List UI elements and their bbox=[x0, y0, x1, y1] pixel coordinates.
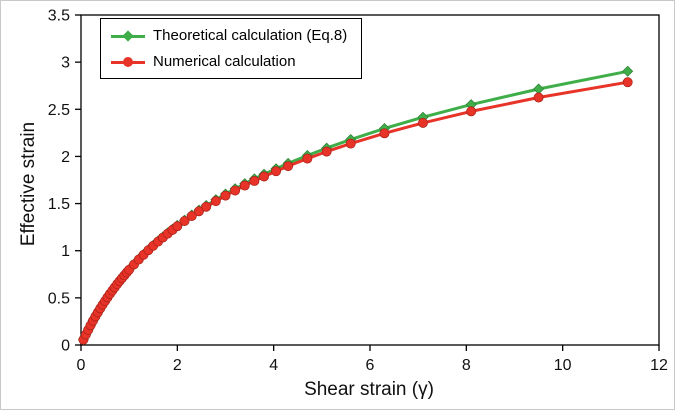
y-tick-label: 0.5 bbox=[48, 290, 70, 307]
circle-marker bbox=[194, 206, 204, 217]
circle-marker bbox=[271, 166, 282, 177]
circle-marker bbox=[172, 221, 183, 232]
x-tick-label: 2 bbox=[173, 357, 182, 374]
circle-marker bbox=[466, 106, 477, 117]
circle-marker bbox=[249, 175, 260, 186]
legend-item-numerical: Numerical calculation bbox=[111, 53, 347, 70]
x-tick-label: 8 bbox=[462, 357, 471, 374]
theoretical-line-diamond-icon bbox=[111, 29, 145, 42]
circle-marker bbox=[239, 180, 250, 191]
diamond-marker bbox=[533, 83, 545, 95]
x-tick-label: 10 bbox=[554, 357, 572, 374]
circle-marker bbox=[179, 216, 190, 226]
y-tick-label: 1 bbox=[61, 243, 70, 260]
legend: Theoretical calculation (Eq.8) Numerical… bbox=[100, 18, 363, 79]
circle-marker bbox=[230, 185, 241, 196]
y-tick-label: 3 bbox=[61, 55, 70, 72]
legend-label-theoretical: Theoretical calculation (Eq.8) bbox=[153, 27, 348, 44]
y-tick-label: 2 bbox=[61, 149, 70, 166]
circle-marker bbox=[622, 77, 633, 88]
circle-marker bbox=[418, 117, 428, 128]
x-tick-label: 6 bbox=[366, 357, 375, 374]
circle-marker bbox=[201, 201, 212, 212]
circle-marker bbox=[186, 211, 197, 221]
circle-marker bbox=[302, 153, 313, 164]
series-line-1 bbox=[82, 80, 628, 341]
numerical-line-circle-icon bbox=[111, 56, 145, 68]
circle-marker bbox=[210, 196, 221, 207]
circle-marker bbox=[259, 171, 269, 182]
x-tick-label: 0 bbox=[77, 357, 86, 374]
y-tick-label: 0 bbox=[61, 338, 70, 355]
y-tick-label: 3.5 bbox=[48, 8, 70, 25]
diamond-marker bbox=[622, 65, 634, 77]
circle-marker bbox=[283, 161, 294, 172]
legend-item-theoretical: Theoretical calculation (Eq.8) bbox=[111, 27, 347, 44]
y-tick-label: 2.5 bbox=[48, 102, 70, 119]
x-tick-label: 4 bbox=[269, 357, 278, 374]
legend-label-numerical: Numerical calculation bbox=[153, 53, 296, 70]
circle-marker bbox=[345, 138, 356, 149]
circle-marker bbox=[321, 146, 332, 157]
circle-marker bbox=[220, 190, 231, 201]
series-line-0 bbox=[82, 69, 628, 341]
x-axis-title: Shear strain (γ) bbox=[304, 379, 434, 400]
y-axis-title: Effective strain bbox=[18, 121, 39, 247]
y-tick-label: 1.5 bbox=[48, 196, 70, 213]
circle-marker bbox=[379, 128, 390, 139]
circle-marker bbox=[533, 92, 544, 103]
x-tick-label: 12 bbox=[650, 357, 668, 374]
